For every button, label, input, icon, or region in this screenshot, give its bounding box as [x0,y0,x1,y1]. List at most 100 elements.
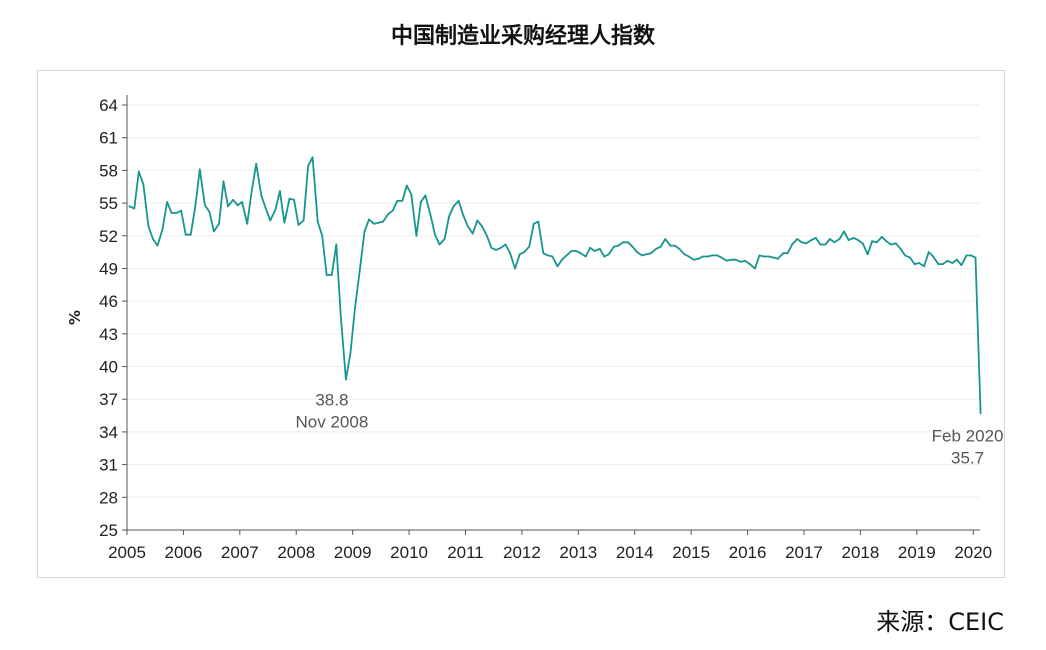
data-point [589,246,592,249]
data-point [293,198,295,201]
data-point [805,242,808,245]
data-point [692,258,695,261]
data-point [866,253,869,256]
data-point [509,252,511,255]
data-point [810,239,813,242]
data-point [227,205,229,208]
data-point [645,253,648,256]
data-point [918,262,920,264]
annotation-value-label: 38.8 [315,391,348,410]
data-point [607,253,610,256]
data-point [814,237,817,239]
data-point [720,256,723,259]
x-tick-label: 2015 [672,543,710,562]
data-point [377,221,380,224]
data-point [551,255,554,258]
data-point [246,222,249,225]
data-point [970,254,972,257]
data-point [142,183,145,186]
data-point [974,256,977,259]
data-point [532,222,535,225]
data-point [363,230,366,233]
x-tick-label: 2008 [277,543,315,562]
x-tick-label: 2005 [108,543,146,562]
y-tick-label: 58 [99,161,118,180]
data-point [302,219,305,222]
data-point [613,245,615,248]
y-tick-label: 43 [99,325,118,344]
data-point [847,239,850,242]
data-point [956,258,958,261]
data-point [504,243,507,246]
data-point [730,258,733,261]
data-point [448,215,450,218]
data-point [307,165,309,167]
data-point [297,224,300,226]
data-point [641,254,643,257]
y-tick-label: 52 [99,227,118,246]
pmi-series-line [128,156,982,414]
data-point [354,307,356,310]
data-point [189,233,192,236]
data-point [241,201,244,203]
data-point [161,228,164,231]
data-point [260,194,263,197]
data-point [514,267,516,270]
data-point [166,201,169,203]
data-point [311,156,314,159]
y-tick-label: 37 [99,390,118,409]
axes [126,95,980,531]
data-point [429,214,432,217]
data-point [330,274,333,276]
data-point [598,247,601,250]
data-point [405,184,408,187]
data-point [890,243,892,246]
data-point [213,230,215,233]
data-point [960,264,963,267]
y-tick-label: 34 [99,423,118,442]
data-point [476,219,479,222]
chart-title: 中国制造业采购经理人指数 [390,24,655,49]
data-point [899,247,902,250]
data-point [584,255,587,258]
data-point [932,255,935,258]
data-point [655,247,658,250]
data-point [349,352,352,355]
data-point [156,244,159,247]
data-point [542,252,545,255]
data-point [466,225,469,227]
data-point [180,209,183,212]
data-point [593,250,596,252]
y-tick-label: 49 [99,259,118,278]
data-point [481,225,483,227]
x-tick-label: 2009 [334,543,372,562]
annotation-value-label: 35.7 [951,448,984,467]
data-point [434,233,436,236]
data-point [396,200,399,202]
data-point [345,378,347,381]
data-point [250,190,253,193]
data-point [420,201,422,203]
data-point [452,205,455,208]
data-point [359,267,361,270]
y-tick-label: 64 [99,96,118,115]
data-point [838,238,841,240]
data-point [500,246,502,249]
data-point [537,220,540,223]
data-point [622,241,624,244]
data-point [768,255,770,258]
source-note: 来源：CEIC [876,608,1004,636]
data-point [288,197,291,200]
data-point [556,265,559,268]
x-tick-label: 2018 [841,543,879,562]
data-point [575,250,577,252]
data-point [218,222,220,225]
data-point [401,200,404,202]
data-point [204,204,206,207]
data-point [782,252,784,255]
data-point [857,239,859,242]
data-points [128,156,982,415]
data-point [316,220,319,223]
data-point [748,263,751,265]
data-point [979,412,982,415]
